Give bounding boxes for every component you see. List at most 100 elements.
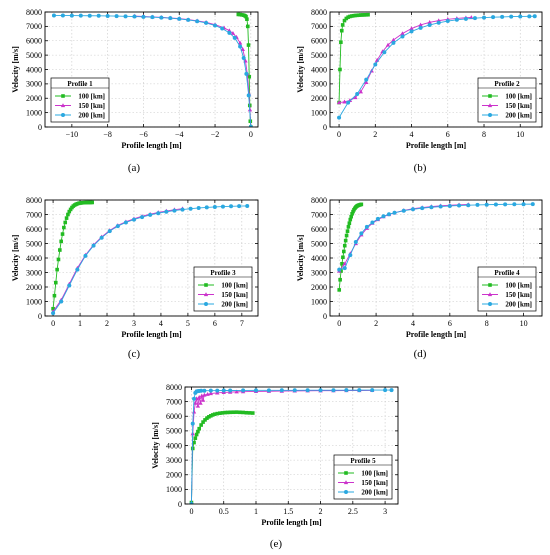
legend-entry-label: 100 [km] xyxy=(221,282,248,290)
data-point xyxy=(200,397,206,402)
data-point xyxy=(409,29,414,34)
data-point xyxy=(199,388,204,393)
data-point xyxy=(318,388,323,393)
legend-title-number: 3 xyxy=(232,269,236,277)
y-tick-label: 7000 xyxy=(26,22,42,31)
data-point xyxy=(212,204,217,209)
data-point xyxy=(107,229,112,234)
y-tick-label: 6000 xyxy=(311,37,327,46)
data-point xyxy=(240,47,245,51)
data-point xyxy=(241,410,245,415)
data-point xyxy=(337,267,342,272)
data-point xyxy=(509,14,514,19)
x-tick-label: 2 xyxy=(374,319,378,328)
y-tick-label: 7000 xyxy=(311,210,327,219)
data-point xyxy=(234,389,239,394)
data-point xyxy=(381,214,386,219)
legend-entry-label: 200 [km] xyxy=(505,112,532,120)
plot-frame xyxy=(329,199,543,317)
x-tick-label: 1 xyxy=(78,319,82,328)
data-point xyxy=(244,14,248,19)
legend-entry-label: 200 [km] xyxy=(505,301,532,309)
data-point xyxy=(229,204,234,209)
chart-panel-2: 0 2 4 6 8 10 0 1000 2000 3000 4000 5000 6000 7000 8000… xyxy=(296,8,543,174)
data-point xyxy=(364,224,369,229)
data-point xyxy=(115,224,120,229)
data-point xyxy=(266,388,271,393)
chart-panel-1: −10 −8 −6 −4 −2 0 0 1000 2000 3000 4000 5000 6000 700… xyxy=(11,8,259,174)
data-point xyxy=(427,20,432,24)
data-point xyxy=(241,388,246,393)
data-point xyxy=(385,42,391,47)
data-point xyxy=(530,202,535,207)
data-point xyxy=(218,411,222,415)
data-point xyxy=(346,100,351,105)
data-point xyxy=(99,235,104,240)
data-point xyxy=(375,216,380,221)
series-line-2 xyxy=(191,389,373,504)
data-point xyxy=(454,17,459,22)
data-point xyxy=(518,14,523,19)
y-tick-label: 5000 xyxy=(166,427,182,436)
data-point xyxy=(198,400,203,405)
data-point xyxy=(228,410,232,415)
y-tick-label: 0 xyxy=(178,500,182,509)
data-point xyxy=(228,388,233,393)
data-point xyxy=(344,388,349,393)
y-tick-label: 0 xyxy=(323,312,327,321)
legend-swatch-marker xyxy=(488,113,492,117)
data-point xyxy=(140,215,145,220)
panel-label: (b) xyxy=(414,162,427,174)
data-point xyxy=(205,416,209,420)
y-tick-label: 6000 xyxy=(26,37,42,46)
data-point xyxy=(195,19,200,24)
data-point xyxy=(202,388,207,393)
data-point xyxy=(362,13,367,17)
data-point xyxy=(244,410,249,415)
data-point xyxy=(204,205,209,210)
panel-label: (d) xyxy=(414,348,427,360)
data-point xyxy=(254,388,258,393)
data-point xyxy=(340,23,345,27)
data-point xyxy=(237,204,242,209)
data-point xyxy=(193,436,198,440)
data-point xyxy=(234,410,239,414)
data-point xyxy=(245,203,250,208)
data-point xyxy=(359,231,364,236)
data-point xyxy=(177,16,182,21)
data-point xyxy=(342,99,347,104)
data-point xyxy=(172,208,177,213)
data-point xyxy=(386,212,391,217)
legend-swatch-marker xyxy=(203,292,209,297)
data-point xyxy=(527,14,532,19)
data-point xyxy=(250,411,255,415)
data-point xyxy=(220,204,225,209)
x-tick-label: −6 xyxy=(139,130,148,139)
data-point xyxy=(364,80,369,85)
data-point xyxy=(482,15,487,20)
chart-panel-3: 0 1 2 3 4 5 6 7 0 1000 2000 3000 4000 5000 6000 7000 800… xyxy=(11,196,259,360)
data-point xyxy=(429,205,434,210)
legend-swatch-marker xyxy=(344,471,348,475)
legend-swatch-marker xyxy=(343,480,349,485)
legend-entry-label: 100 [km] xyxy=(505,93,532,101)
data-point xyxy=(199,423,203,427)
data-point xyxy=(364,77,369,82)
series-layer xyxy=(189,388,394,504)
data-point xyxy=(445,19,450,24)
data-point xyxy=(131,217,136,222)
data-point xyxy=(188,206,193,211)
data-point xyxy=(68,207,73,212)
data-point xyxy=(359,202,364,207)
legend-title-prefix: Profile xyxy=(67,80,87,88)
legend-swatch-marker xyxy=(487,103,493,108)
data-point xyxy=(59,239,63,244)
x-tick-label: 8 xyxy=(482,130,486,139)
data-point xyxy=(195,403,201,408)
data-point xyxy=(87,13,92,18)
data-point xyxy=(208,391,214,396)
y-tick-label: 7000 xyxy=(26,210,42,219)
data-point xyxy=(227,30,232,35)
data-point xyxy=(67,283,72,288)
data-point xyxy=(336,100,342,105)
